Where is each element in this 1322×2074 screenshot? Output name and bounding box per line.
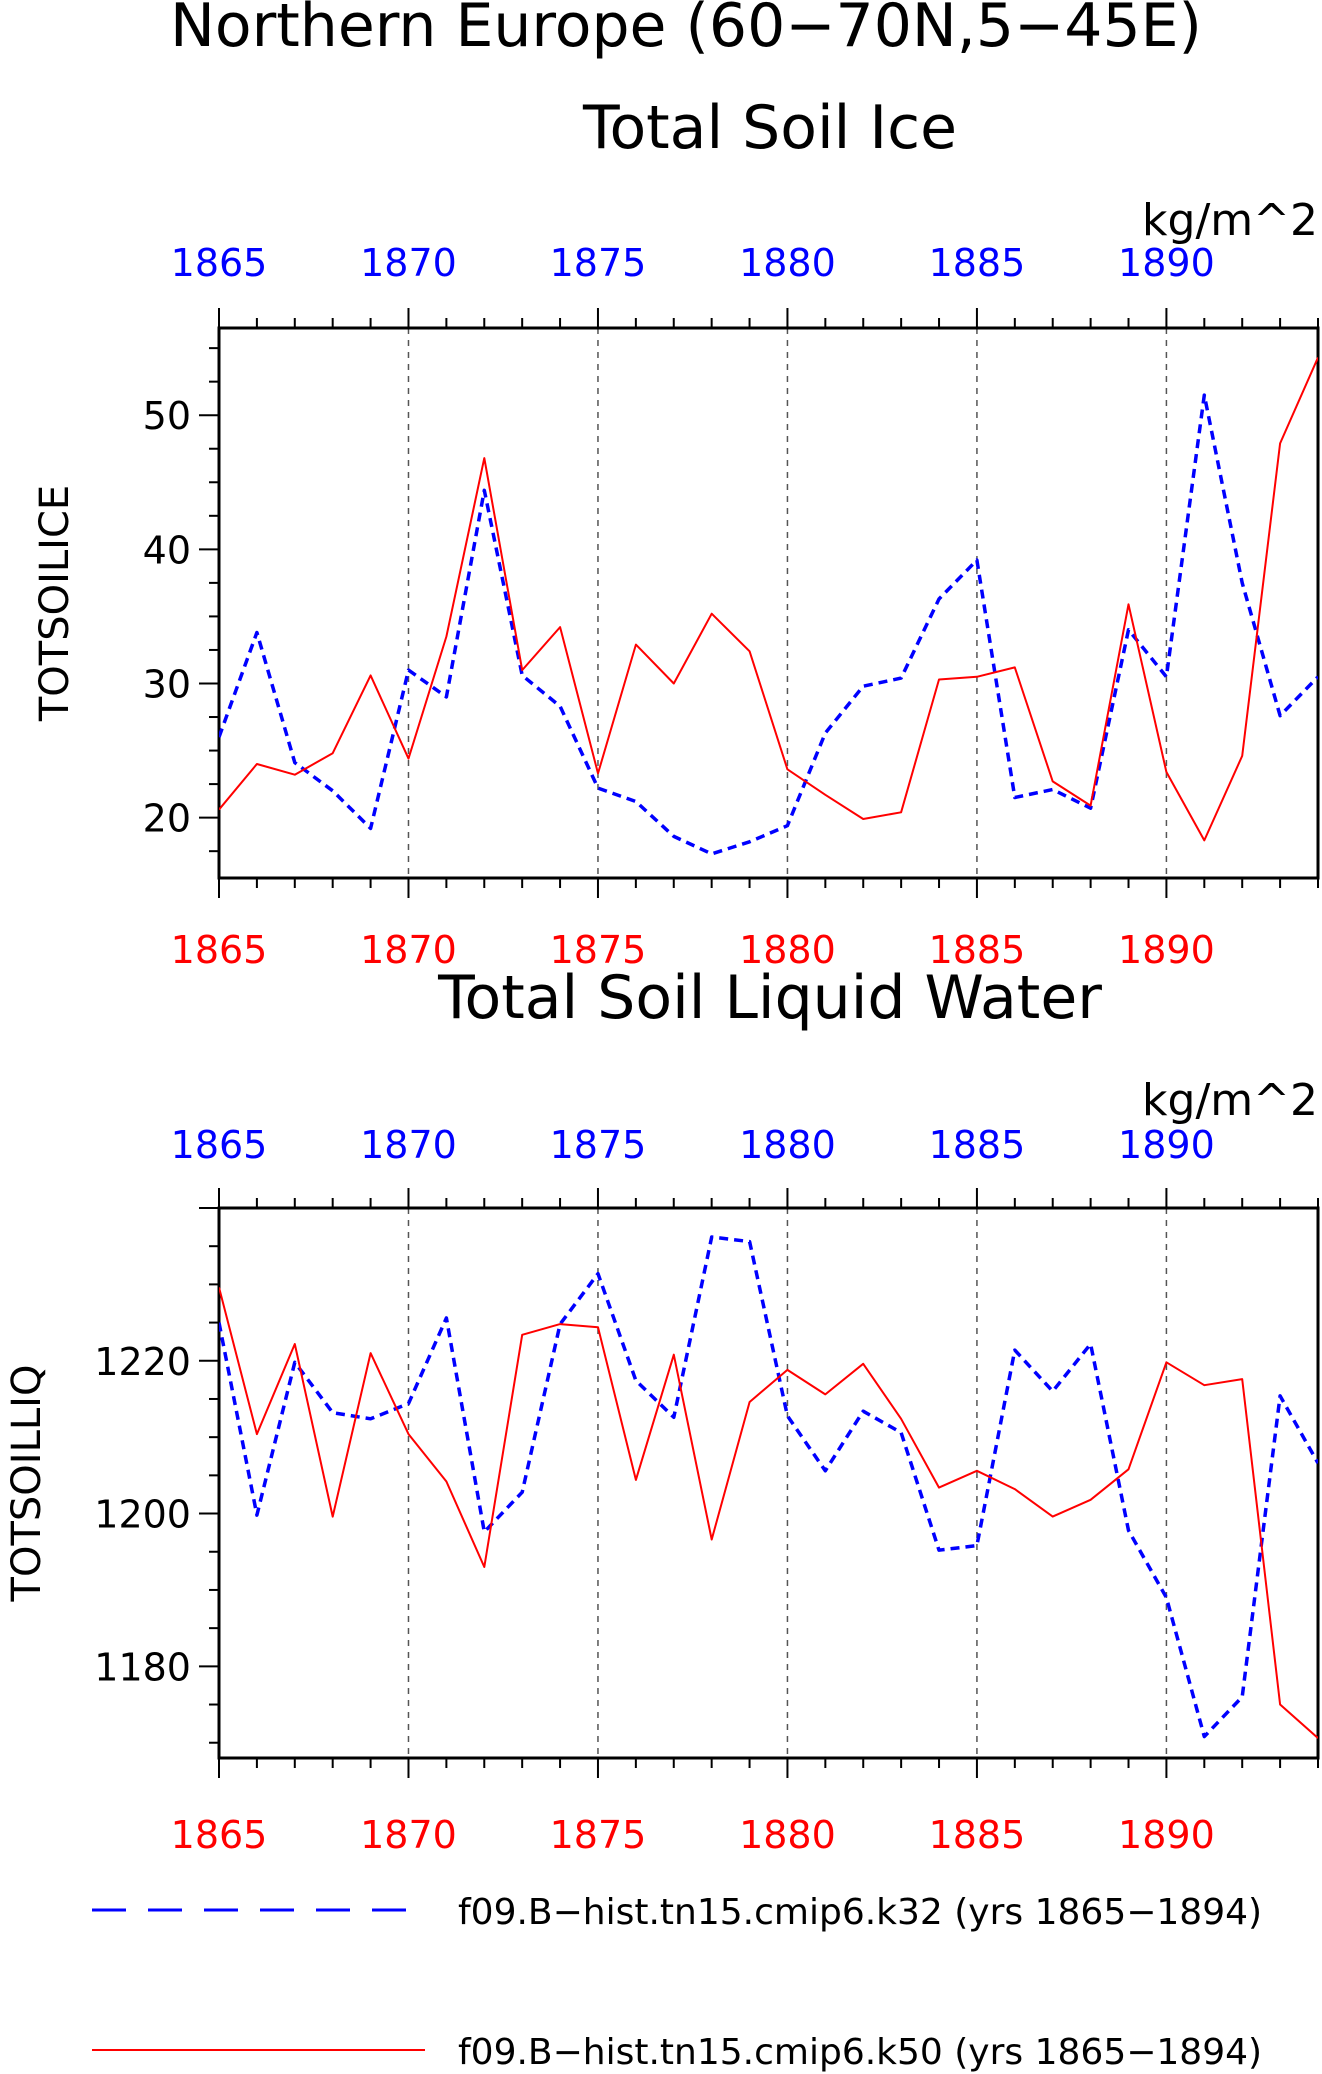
x-tick-label-bottom: 1875: [550, 928, 647, 972]
panel-title: Total Soil Liquid Water: [437, 963, 1102, 1033]
x-tick-label-bottom: 1890: [1118, 1813, 1215, 1857]
figure-title: Northern Europe (60−70N,5−45E): [170, 0, 1202, 61]
x-tick-label-top: 1885: [929, 241, 1026, 285]
x-tick-label-top: 1875: [550, 1123, 647, 1167]
y-tick-label: 20: [143, 797, 191, 841]
x-tick-label-top: 1880: [739, 1123, 836, 1167]
y-tick-label: 1200: [94, 1493, 191, 1537]
x-tick-label-bottom: 1885: [929, 928, 1026, 972]
x-tick-label-top: 1875: [550, 241, 647, 285]
x-tick-label-bottom: 1870: [360, 928, 457, 972]
units-label: kg/m^2: [1142, 1075, 1318, 1126]
series-line-k50: [219, 357, 1318, 842]
x-tick-label-bottom: 1870: [360, 1813, 457, 1857]
y-tick-label: 50: [143, 394, 191, 438]
x-tick-label-bottom: 1890: [1118, 928, 1215, 972]
x-tick-label-top: 1865: [171, 1123, 268, 1167]
x-tick-label-bottom: 1880: [739, 928, 836, 972]
plot-frame: [217, 326, 1320, 880]
panel-title: Total Soil Ice: [582, 93, 957, 163]
y-axis-label: TOTSOILLIQ: [4, 1365, 50, 1603]
x-tick-label-top: 1870: [360, 241, 457, 285]
y-tick-label: 30: [143, 662, 191, 706]
series-line-k50: [219, 1287, 1318, 1739]
y-axis-label: TOTSOILICE: [32, 485, 78, 722]
x-tick-label-bottom: 1865: [171, 928, 268, 972]
x-tick-label-bottom: 1865: [171, 1813, 268, 1857]
x-tick-label-top: 1880: [739, 241, 836, 285]
panel-1: Total Soil Ice kg/m^2 TOTSOILICE 1865 1865 18…: [32, 93, 1320, 972]
series-line-k32: [219, 393, 1318, 856]
units-label: kg/m^2: [1142, 195, 1318, 246]
x-tick-label-top: 1865: [171, 241, 268, 285]
x-tick-label-bottom: 1880: [739, 1813, 836, 1857]
x-tick-label-top: 1890: [1118, 1123, 1215, 1167]
chart-panels: Total Soil Ice kg/m^2 TOTSOILICE 1865 1865 18…: [4, 93, 1320, 1857]
legend: f09.B−hist.tn15.cmip6.k32 (yrs 1865−1894…: [92, 1892, 1262, 2073]
legend-label-1: f09.B−hist.tn15.cmip6.k32 (yrs 1865−1894…: [458, 1892, 1262, 1933]
x-tick-label-bottom: 1885: [929, 1813, 1026, 1857]
series-line-k32: [219, 1235, 1318, 1739]
x-tick-label-top: 1885: [929, 1123, 1026, 1167]
x-tick-label-top: 1870: [360, 1123, 457, 1167]
y-tick-label: 1220: [94, 1340, 191, 1384]
x-tick-label-bottom: 1875: [550, 1813, 647, 1857]
plot-frame: [217, 1206, 1320, 1760]
legend-label-2: f09.B−hist.tn15.cmip6.k50 (yrs 1865−1894…: [458, 2032, 1262, 2073]
x-tick-label-top: 1890: [1118, 241, 1215, 285]
y-tick-label: 1180: [94, 1645, 191, 1689]
panel-2: Total Soil Liquid Water kg/m^2 TOTSOILLIQ 1…: [4, 963, 1320, 1857]
y-tick-label: 40: [143, 528, 191, 572]
